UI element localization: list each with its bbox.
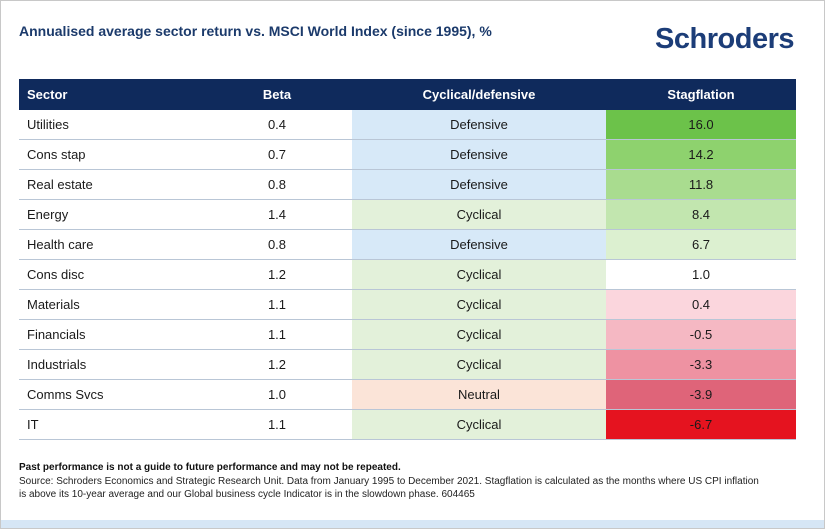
table-cell: -3.3 bbox=[606, 349, 796, 380]
table-cell: IT bbox=[19, 409, 202, 440]
table-cell: 1.0 bbox=[202, 379, 352, 410]
table-cell: 0.4 bbox=[202, 110, 352, 140]
table-cell: -6.7 bbox=[606, 409, 796, 440]
table-cell: Cyclical bbox=[352, 319, 606, 350]
table-cell: 6.7 bbox=[606, 229, 796, 260]
table-row: Materials 1.1 Cyclical 0.4 bbox=[19, 289, 796, 320]
table-row: Comms Svcs 1.0 Neutral -3.9 bbox=[19, 379, 796, 410]
table-row: IT 1.1 Cyclical -6.7 bbox=[19, 409, 796, 440]
table-cell: 1.2 bbox=[202, 349, 352, 380]
column-header: Sector bbox=[19, 79, 202, 110]
table-cell: Cyclical bbox=[352, 199, 606, 230]
table-cell: -0.5 bbox=[606, 319, 796, 350]
table-cell: 1.1 bbox=[202, 319, 352, 350]
table-cell: 1.4 bbox=[202, 199, 352, 230]
table-cell: 11.8 bbox=[606, 169, 796, 200]
column-header: Beta bbox=[202, 79, 352, 110]
table-row: Real estate 0.8 Defensive 11.8 bbox=[19, 169, 796, 200]
table-cell: Energy bbox=[19, 199, 202, 230]
table-cell: Defensive bbox=[352, 139, 606, 170]
table-row: Energy 1.4 Cyclical 8.4 bbox=[19, 199, 796, 230]
table-cell: Defensive bbox=[352, 110, 606, 140]
table-cell: Materials bbox=[19, 289, 202, 320]
source-note: Source: Schroders Economics and Strategi… bbox=[19, 476, 759, 500]
header-row: Sector Beta Cyclical/defensive Stagflation bbox=[19, 79, 796, 110]
table-cell: Cons stap bbox=[19, 139, 202, 170]
disclaimer: Past performance is not a guide to futur… bbox=[19, 462, 401, 473]
table-cell: Neutral bbox=[352, 379, 606, 410]
table-cell: Defensive bbox=[352, 229, 606, 260]
table-row: Health care 0.8 Defensive 6.7 bbox=[19, 229, 796, 260]
table-cell: 0.8 bbox=[202, 229, 352, 260]
table-cell: 0.8 bbox=[202, 169, 352, 200]
table-cell: Utilities bbox=[19, 110, 202, 140]
table-cell: 1.0 bbox=[606, 259, 796, 290]
table-cell: Cyclical bbox=[352, 289, 606, 320]
table-cell: -3.9 bbox=[606, 379, 796, 410]
column-header: Stagflation bbox=[606, 79, 796, 110]
table-cell: Health care bbox=[19, 229, 202, 260]
table-cell: 1.2 bbox=[202, 259, 352, 290]
table-row: Cons stap 0.7 Defensive 14.2 bbox=[19, 139, 796, 170]
sector-table: Sector Beta Cyclical/defensive Stagflation … bbox=[19, 79, 796, 440]
table-cell: Industrials bbox=[19, 349, 202, 380]
table-cell: 8.4 bbox=[606, 199, 796, 230]
bottom-strip bbox=[1, 520, 824, 528]
logo: Schroders bbox=[655, 23, 794, 55]
table-cell: 14.2 bbox=[606, 139, 796, 170]
table-cell: 0.7 bbox=[202, 139, 352, 170]
table-cell: 0.4 bbox=[606, 289, 796, 320]
table-cell: Real estate bbox=[19, 169, 202, 200]
table-cell: Cyclical bbox=[352, 259, 606, 290]
table-cell: 16.0 bbox=[606, 110, 796, 140]
table-cell: Comms Svcs bbox=[19, 379, 202, 410]
table-cell: 1.1 bbox=[202, 409, 352, 440]
table-cell: Defensive bbox=[352, 169, 606, 200]
table-row: Financials 1.1 Cyclical -0.5 bbox=[19, 319, 796, 350]
table-cell: Cons disc bbox=[19, 259, 202, 290]
table-cell: Financials bbox=[19, 319, 202, 350]
table-body: Utilities 0.4 Defensive 16.0 Cons stap 0.7 Def… bbox=[19, 110, 796, 440]
table-cell: Cyclical bbox=[352, 349, 606, 380]
column-header: Cyclical/defensive bbox=[352, 79, 606, 110]
table-cell: Cyclical bbox=[352, 409, 606, 440]
table-cell: 1.1 bbox=[202, 289, 352, 320]
table-row: Utilities 0.4 Defensive 16.0 bbox=[19, 110, 796, 140]
table-row: Cons disc 1.2 Cyclical 1.0 bbox=[19, 259, 796, 290]
title: Annualised average sector return vs. MSC… bbox=[19, 23, 492, 39]
table-row: Industrials 1.2 Cyclical -3.3 bbox=[19, 349, 796, 380]
